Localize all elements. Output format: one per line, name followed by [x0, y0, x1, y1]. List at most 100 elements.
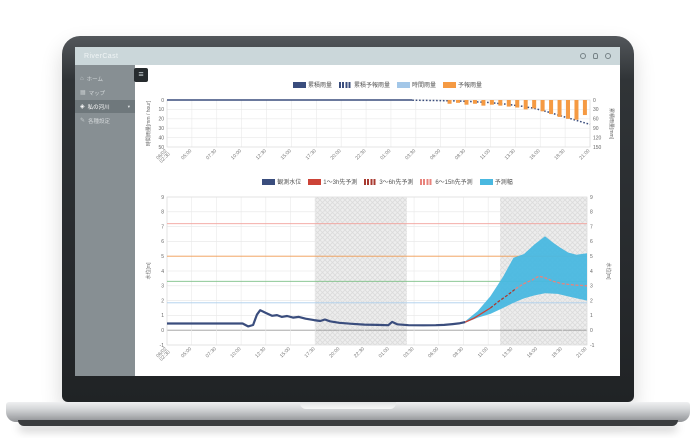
chevron-down-icon: ▾ — [127, 103, 130, 109]
sidebar-item-3[interactable]: ✎ 各種設定 — [75, 114, 135, 127]
home-icon: ⌂ — [80, 75, 84, 82]
forecast-rain-bar — [557, 100, 562, 117]
svg-text:4: 4 — [161, 269, 164, 275]
sidebar-item-0[interactable]: ⌂ ホーム — [75, 72, 135, 85]
legend-item[interactable]: 時間雨量 — [397, 80, 436, 89]
x-tick-label: 07:30 — [205, 346, 218, 359]
svg-text:90: 90 — [593, 126, 599, 132]
x-tick-label: 20:00 — [329, 148, 342, 161]
legend-swatch — [338, 81, 352, 88]
rain-chart: 0 10 20 30 40 50 0 30 60 90 120 150 時間雨量[mm / hour] 累… — [145, 98, 615, 165]
legend-swatch — [420, 178, 434, 185]
legend-swatch — [308, 178, 322, 185]
svg-text:40: 40 — [158, 135, 164, 141]
forecast-rain-bar — [574, 100, 579, 120]
night-shade-band — [314, 197, 407, 345]
x-tick-label: 15:00 — [280, 148, 293, 161]
svg-text:5: 5 — [161, 254, 164, 260]
x-tick-label: 06/0202:30 — [155, 346, 171, 362]
x-tick-label: 16:00 — [526, 346, 539, 359]
svg-text:0: 0 — [161, 328, 164, 334]
svg-text:30: 30 — [593, 107, 599, 113]
legend-label: 観測水位 — [277, 180, 302, 186]
sidebar-item-label: 私の河川 — [87, 104, 110, 111]
legend-item[interactable]: 累積雨量 — [292, 80, 332, 89]
x-tick-label: 05:00 — [180, 346, 193, 359]
x-tick-label: 12:30 — [255, 148, 268, 161]
help-icon[interactable] — [580, 53, 586, 59]
svg-text:10: 10 — [158, 107, 164, 113]
legend-label: 累積雨量 — [307, 83, 332, 89]
x-tick-label: 18:30 — [551, 346, 564, 359]
x-tick-label: 07:30 — [205, 148, 218, 161]
water-level-chart: 9 9 8 8 7 7 6 6 5 5 4 4 3 3 2 2 1 1 0 0 -1 -1 水位[m] 水位[m] 06/020… — [145, 195, 612, 363]
legend-item[interactable]: 観測水位 — [262, 177, 301, 186]
legend-label: 予測幅 — [494, 180, 513, 186]
x-tick-label: 06:00 — [429, 148, 442, 161]
svg-text:8: 8 — [161, 210, 164, 216]
axis-title: 水位[m] — [605, 263, 612, 281]
svg-text:6: 6 — [590, 239, 593, 245]
forecast-rain-bar — [515, 100, 520, 108]
x-tick-label: 11:00 — [479, 148, 492, 161]
legend-item[interactable]: 1〜3h先予測 — [308, 177, 357, 186]
legend-item[interactable]: 累積予報雨量 — [338, 80, 390, 89]
sidebar-item-2[interactable]: ◈ 私の河川 ▾ — [75, 100, 135, 113]
x-tick-label: 01:00 — [378, 346, 391, 359]
sidebar-item-label: ホーム — [86, 76, 103, 83]
svg-text:1: 1 — [161, 313, 164, 319]
forecast-rain-bar — [456, 100, 461, 103]
forecast-range-band — [465, 236, 587, 323]
x-tick-label: 22:30 — [353, 346, 366, 359]
forecast-rain-bar — [549, 100, 554, 115]
forecast-rain-bar — [447, 100, 452, 104]
main-content: ≡ 累積雨量 累積予報雨量 時間雨量 予報雨量 観測水位 1〜3h先予測 3〜6h先予測 6… — [134, 65, 620, 376]
svg-text:-1: -1 — [160, 343, 165, 349]
x-tick-label: 08:30 — [452, 346, 465, 359]
legend-swatch — [292, 81, 306, 88]
legend-item[interactable]: 予測幅 — [479, 177, 513, 186]
settings-icon[interactable] — [605, 53, 611, 59]
x-tick-label: 13:30 — [501, 346, 514, 359]
svg-text:20: 20 — [158, 117, 164, 123]
forecast-rain-bar — [464, 100, 469, 105]
svg-text:3: 3 — [590, 284, 593, 290]
menu-toggle-button[interactable]: ≡ — [134, 68, 148, 82]
notifications-icon[interactable] — [593, 53, 598, 59]
legend-swatch — [479, 178, 493, 185]
forecast-rain-bar — [506, 100, 511, 107]
laptop-screen: RiverCast ⌂ ホーム ▦ マップ ◈ 私の河川 ▾ ✎ 各種設定 ≡ 累積雨量 累積予報… — [75, 47, 620, 376]
svg-text:2: 2 — [590, 298, 593, 304]
x-tick-label: 21:00 — [575, 346, 588, 359]
forecast-rain-bar — [481, 100, 486, 106]
legend-item[interactable]: 3〜6h先予測 — [364, 177, 413, 186]
svg-text:1: 1 — [590, 313, 593, 319]
x-tick-label: 10:00 — [230, 148, 243, 161]
x-tick-label: 08:30 — [454, 148, 467, 161]
svg-text:0: 0 — [593, 98, 596, 104]
legend-label: 3〜6h先予測 — [379, 180, 414, 186]
svg-text:0: 0 — [161, 98, 164, 104]
x-tick-label: 03:30 — [402, 346, 415, 359]
legend-label: 6〜15h先予測 — [435, 180, 473, 186]
legend-item[interactable]: 予報雨量 — [443, 80, 482, 89]
x-tick-label: 11:00 — [477, 346, 490, 359]
sidebar-item-1[interactable]: ▦ マップ — [75, 86, 135, 99]
x-tick-label: 22:30 — [354, 148, 367, 161]
x-tick-label: 06:00 — [427, 346, 440, 359]
svg-text:9: 9 — [161, 195, 164, 201]
river-icon: ◈ — [80, 103, 85, 110]
x-tick-label: 21:00 — [578, 148, 591, 161]
sidebar-item-label: 各種設定 — [88, 118, 111, 125]
svg-text:7: 7 — [161, 224, 164, 230]
forecast-rain-bar — [489, 100, 494, 105]
legend-label: 予報雨量 — [458, 83, 483, 89]
legend-item[interactable]: 6〜15h先予測 — [420, 177, 473, 186]
svg-text:5: 5 — [590, 254, 593, 260]
app-body: ⌂ ホーム ▦ マップ ◈ 私の河川 ▾ ✎ 各種設定 ≡ 累積雨量 累積予報雨量 時間雨量 予報雨量… — [75, 65, 620, 376]
forecast-level-line — [515, 275, 588, 290]
svg-text:30: 30 — [158, 126, 164, 132]
forecast-level-line — [464, 307, 491, 323]
svg-text:2: 2 — [161, 298, 164, 304]
